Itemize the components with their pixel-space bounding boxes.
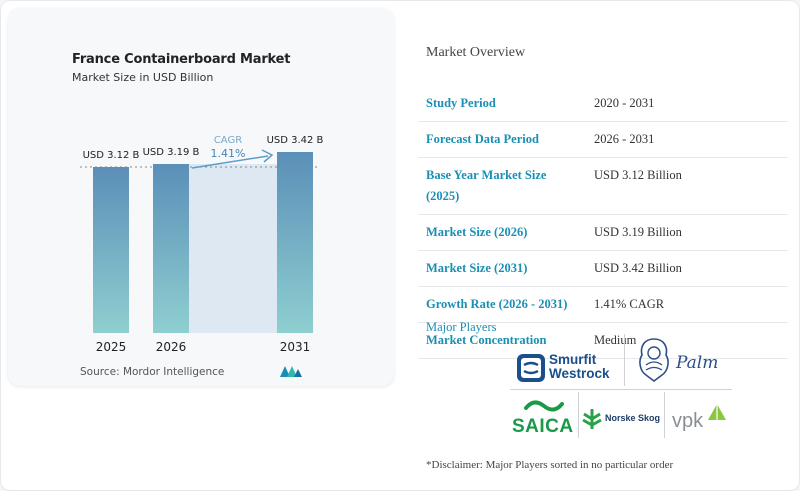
data-label-2031: USD 3.42 B	[267, 135, 324, 146]
overview-row-label: Growth Rate (2026 - 2031)	[418, 286, 586, 323]
logo-divider	[510, 389, 732, 390]
overview-title: Market Overview	[426, 45, 526, 60]
overview-row: Base Year Market Size (2025) USD 3.12 Bil…	[418, 157, 788, 215]
palm-logo: Palm	[634, 337, 730, 387]
overview-row: Market Size (2026) USD 3.19 Billion	[418, 214, 788, 251]
palm-wordmark: Palm	[676, 353, 719, 373]
bar-2026	[153, 164, 189, 333]
cagr-band	[189, 164, 277, 333]
x-tick-2031: 2031	[280, 340, 311, 354]
vpk-logo: vpk	[672, 402, 732, 436]
logo-divider	[664, 392, 665, 438]
smurfit-westrock-icon	[517, 354, 545, 382]
overview-row-value: Medium	[586, 322, 788, 359]
overview-row: Study Period 2020 - 2031	[418, 86, 788, 122]
x-tick-2025: 2025	[96, 340, 127, 354]
logo-divider	[624, 334, 625, 386]
cagr-arrow	[191, 155, 269, 169]
overview-row-label: Forecast Data Period	[418, 121, 586, 158]
cagr-arrowhead	[261, 149, 274, 163]
data-label-2026: USD 3.19 B	[143, 147, 200, 158]
data-label-2025: USD 3.12 B	[83, 150, 140, 161]
logo-divider	[578, 392, 579, 438]
overview-row-label: Study Period	[418, 86, 586, 122]
source-note: Source: Mordor Intelligence	[80, 366, 225, 378]
overview-row-label: Market Size (2031)	[418, 250, 586, 287]
bar-2031	[277, 152, 313, 333]
overview-row-value: 2020 - 2031	[586, 86, 788, 122]
mordor-logo-icon	[280, 366, 302, 377]
disclaimer: *Disclaimer: Major Players sorted in no …	[426, 459, 674, 471]
bar-chart: USD 3.12 B 2025 USD 3.19 B 2026 USD 3.42 B 20…	[80, 135, 324, 354]
norske-skog-wordmark: Norske Skog	[605, 413, 661, 423]
saica-waves-icon	[524, 400, 564, 412]
overview-table: Study Period 2020 - 2031 Forecast Data Per…	[418, 86, 788, 359]
saica-wordmark: SAICA	[512, 416, 574, 437]
vpk-leaf-icon	[708, 404, 726, 420]
smurfit-westrock-logo: Smurfit Westrock	[516, 352, 622, 384]
smurfit-line1: Smurfit	[549, 352, 597, 367]
overview-row-label: Market Concentration	[418, 322, 586, 359]
chart-subtitle: Market Size in USD Billion	[72, 71, 214, 84]
overview-row-label: Market Size (2026)	[418, 214, 586, 251]
vpk-wordmark: vpk	[672, 410, 704, 432]
cagr-value: 1.41%	[211, 147, 246, 160]
palm-crest-icon	[639, 338, 669, 382]
x-tick-2026: 2026	[156, 340, 187, 354]
chart-title: France Containerboard Market	[72, 52, 291, 67]
overview-row: Forecast Data Period 2026 - 2031	[418, 121, 788, 158]
saica-logo: SAICA	[512, 398, 576, 438]
overview-row-value: USD 3.42 Billion	[586, 250, 788, 287]
major-players-title: Major Players	[426, 320, 497, 334]
overview-row-value: 1.41% CAGR	[586, 286, 788, 323]
overview-row-value: 2026 - 2031	[586, 121, 788, 158]
overview-row-label: Base Year Market Size (2025)	[418, 157, 586, 215]
overview-row-value: USD 3.19 Billion	[586, 214, 788, 251]
norske-skog-logo: Norske Skog	[580, 408, 664, 432]
overview-row: Market Size (2031) USD 3.42 Billion	[418, 250, 788, 287]
overview-row-value: USD 3.12 Billion	[586, 157, 788, 215]
smurfit-line2: Westrock	[549, 366, 610, 381]
norske-skog-tree-icon	[582, 409, 602, 429]
bar-2025	[93, 167, 129, 333]
overview-row: Market Concentration Medium	[418, 322, 788, 359]
cagr-label: CAGR	[214, 135, 242, 146]
overview-row: Growth Rate (2026 - 2031) 1.41% CAGR	[418, 286, 788, 323]
